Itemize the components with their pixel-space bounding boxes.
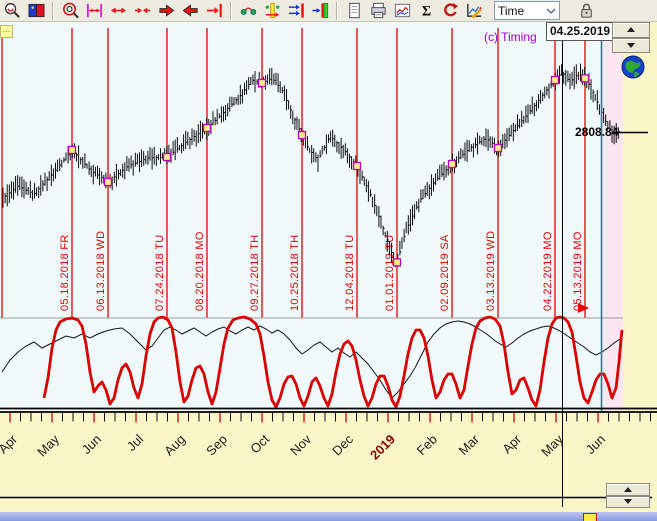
chart-settings-button[interactable]: [462, 1, 486, 21]
last-price-label: 2808.84: [575, 125, 619, 139]
colors-flag-button[interactable]: [24, 1, 48, 21]
date-spin-down-button[interactable]: [612, 37, 650, 53]
triangle-up-icon: [627, 27, 635, 33]
time-dropdown[interactable]: Time: [494, 1, 560, 20]
time-dropdown-value: Time: [498, 3, 525, 18]
copyright-label: (c) Timing: [484, 30, 537, 44]
document-button[interactable]: [342, 1, 366, 21]
globe-icon: [621, 55, 645, 79]
svg-text:Σ: Σ: [421, 3, 430, 19]
globe-button[interactable]: [617, 53, 649, 81]
move-right-icon: [158, 4, 174, 17]
triangle-up-icon: [624, 486, 632, 492]
triangle-down-icon: [624, 499, 632, 505]
scroll-spin-down-button[interactable]: [606, 495, 650, 508]
taskbar-chip: [583, 513, 597, 521]
compress-horizontal-icon: [134, 7, 150, 14]
chart-settings-icon: [466, 3, 482, 19]
toolbar: Σ Time: [0, 0, 657, 22]
zoom-button[interactable]: [0, 1, 24, 21]
time-axis-area: [0, 412, 623, 512]
cycle-glasses-button[interactable]: [236, 1, 260, 21]
stretch-horizontal-icon: [110, 7, 126, 14]
chevron-down-icon: [546, 7, 556, 14]
cycle-glasses-icon: [240, 7, 256, 15]
move-left-icon: [182, 4, 198, 17]
stretch-horizontal-button[interactable]: [106, 1, 130, 21]
mini-chart-icon: [394, 3, 410, 18]
date-field[interactable]: 04.25.2019: [546, 22, 615, 41]
sum-button[interactable]: Σ: [414, 1, 438, 21]
fast-forward-icon: [288, 3, 304, 18]
move-left-button[interactable]: [178, 1, 202, 21]
snap-to-end-icon: [206, 3, 222, 18]
fast-forward-button[interactable]: [284, 1, 308, 21]
snap-to-end-button[interactable]: [202, 1, 226, 21]
window-bottom-strip: [0, 512, 657, 521]
sum-icon: Σ: [421, 3, 430, 19]
measure-span-icon: [86, 3, 102, 18]
printer-icon: [370, 2, 386, 19]
compress-horizontal-button[interactable]: [130, 1, 154, 21]
step-forward-icon: [311, 2, 328, 19]
zoom-cycle-button[interactable]: [58, 1, 82, 21]
mini-chart-button[interactable]: [390, 1, 414, 21]
move-right-button[interactable]: [154, 1, 178, 21]
scroll-spinner: [606, 483, 650, 508]
scroll-spin-up-button[interactable]: [606, 483, 650, 496]
toolbar-separator: [336, 1, 338, 20]
colors-flag-icon: [28, 3, 44, 18]
document-icon: [348, 2, 360, 19]
zoom-icon: [4, 2, 20, 18]
date-spin-up-button[interactable]: [612, 22, 650, 38]
lock-icon: [580, 3, 592, 18]
toolbar-separator: [52, 1, 54, 20]
step-forward-button[interactable]: [308, 1, 332, 21]
measure-span-button[interactable]: [82, 1, 106, 21]
pin-bar-button[interactable]: [260, 1, 284, 21]
price-chart-panel[interactable]: [0, 22, 657, 412]
pin-bar-icon: [265, 2, 279, 19]
right-sidebar: [623, 22, 657, 512]
toolbar-groups: Σ: [0, 1, 486, 21]
refresh-button[interactable]: [438, 1, 462, 21]
triangle-down-icon: [627, 42, 635, 48]
toolbar-separator: [230, 1, 232, 20]
panel-grip[interactable]: ...: [0, 25, 13, 38]
lock-button[interactable]: [574, 1, 598, 21]
printer-button[interactable]: [366, 1, 390, 21]
zoom-cycle-icon: [62, 2, 79, 19]
date-spinner: [612, 22, 650, 53]
refresh-icon: [443, 3, 458, 17]
